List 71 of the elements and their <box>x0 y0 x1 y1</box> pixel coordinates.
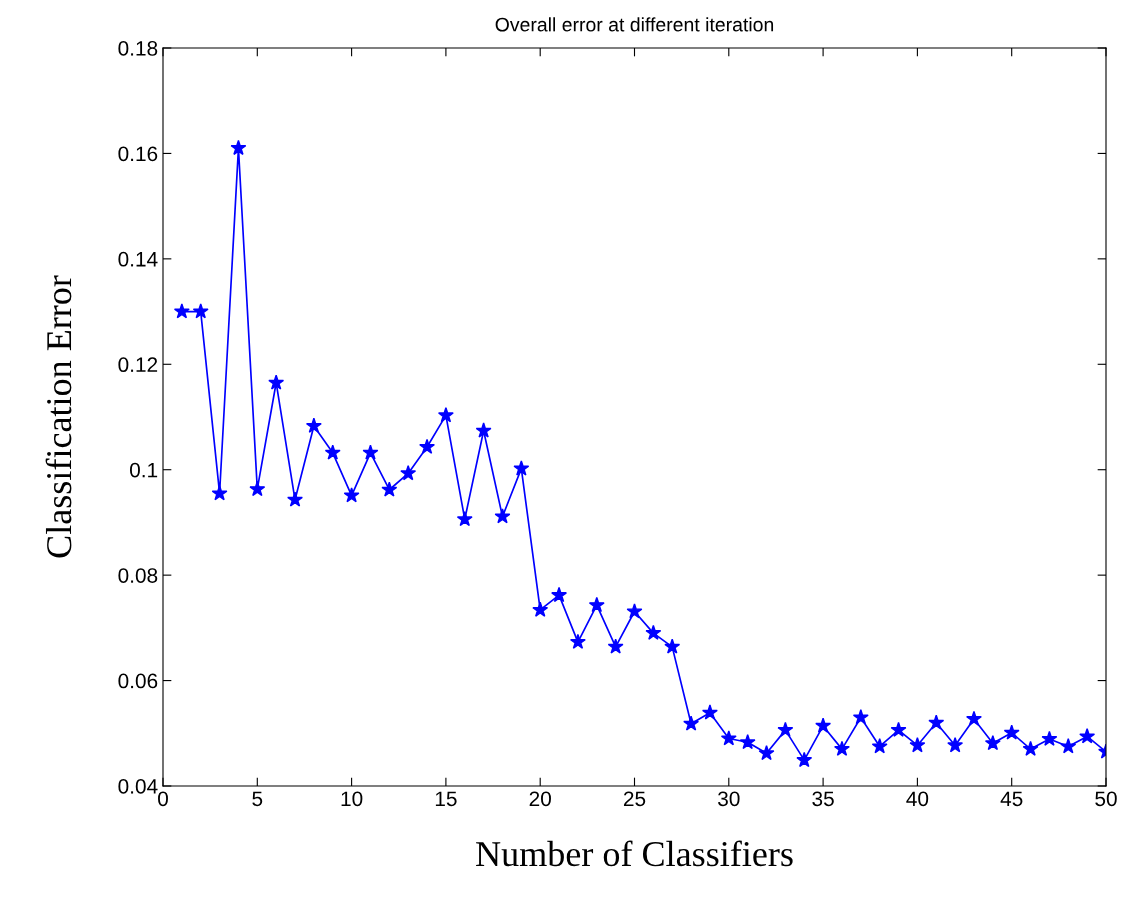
point <box>211 485 228 501</box>
x-tick-label: 0 <box>158 791 168 807</box>
point <box>890 721 907 737</box>
y-tick-label: 0.12 <box>118 357 158 373</box>
point <box>569 633 586 649</box>
point <box>437 407 454 423</box>
y-tick-label: 0.16 <box>118 146 158 162</box>
point <box>664 638 681 654</box>
x-tick-label: 5 <box>252 791 263 807</box>
x-tick-label: 50 <box>1095 791 1117 807</box>
x-tick-label: 40 <box>906 791 929 807</box>
point <box>626 603 643 619</box>
point <box>192 303 209 319</box>
point <box>1060 738 1077 754</box>
point <box>1003 724 1020 740</box>
y-tick-label: 0.06 <box>118 673 158 689</box>
point <box>947 737 964 753</box>
point <box>1041 730 1058 746</box>
point <box>852 709 869 725</box>
point <box>532 601 549 617</box>
point <box>739 733 756 750</box>
point <box>701 704 718 720</box>
y-tick-label: 0.1 <box>129 462 158 478</box>
x-tick-label: 45 <box>1000 791 1023 807</box>
point <box>419 438 436 454</box>
point <box>777 721 794 737</box>
y-tick-label: 0.08 <box>118 568 158 583</box>
point <box>475 422 492 438</box>
x-tick-label: 35 <box>812 791 834 807</box>
point <box>683 715 700 731</box>
point <box>343 487 360 503</box>
x-axis-title: Number of Classifiers <box>476 840 793 867</box>
point <box>305 417 322 433</box>
point <box>456 510 473 527</box>
point <box>494 508 511 524</box>
point <box>758 744 775 761</box>
point <box>173 303 190 319</box>
point <box>324 444 341 460</box>
x-tick-label: 20 <box>529 791 551 807</box>
point <box>871 738 888 754</box>
point <box>1022 740 1039 756</box>
point <box>607 638 624 654</box>
point <box>381 481 398 497</box>
chart-title: Overall error at different iteration <box>495 17 774 32</box>
point <box>249 480 266 497</box>
y-tick-label: 0.14 <box>118 251 158 267</box>
point <box>928 714 945 730</box>
point <box>720 730 737 746</box>
point <box>362 444 379 460</box>
x-tick-label: 30 <box>718 791 740 807</box>
point <box>400 465 417 481</box>
point <box>513 460 530 476</box>
point <box>833 740 850 756</box>
y-tick-label: 0.04 <box>118 779 158 794</box>
point <box>796 751 813 768</box>
point <box>287 491 303 507</box>
y-tick-label: 0.18 <box>118 41 158 56</box>
point <box>551 586 568 603</box>
point <box>966 710 982 726</box>
x-tick-label: 25 <box>623 791 646 807</box>
y-axis-title: Classification Error <box>45 275 72 558</box>
point <box>645 624 662 641</box>
point <box>230 139 247 156</box>
x-tick-label: 10 <box>341 791 363 807</box>
point <box>588 596 605 613</box>
point <box>815 717 832 733</box>
point <box>909 737 926 753</box>
point <box>268 374 285 390</box>
point <box>1079 728 1096 744</box>
x-tick-label: 15 <box>435 791 457 807</box>
point <box>984 734 1001 751</box>
